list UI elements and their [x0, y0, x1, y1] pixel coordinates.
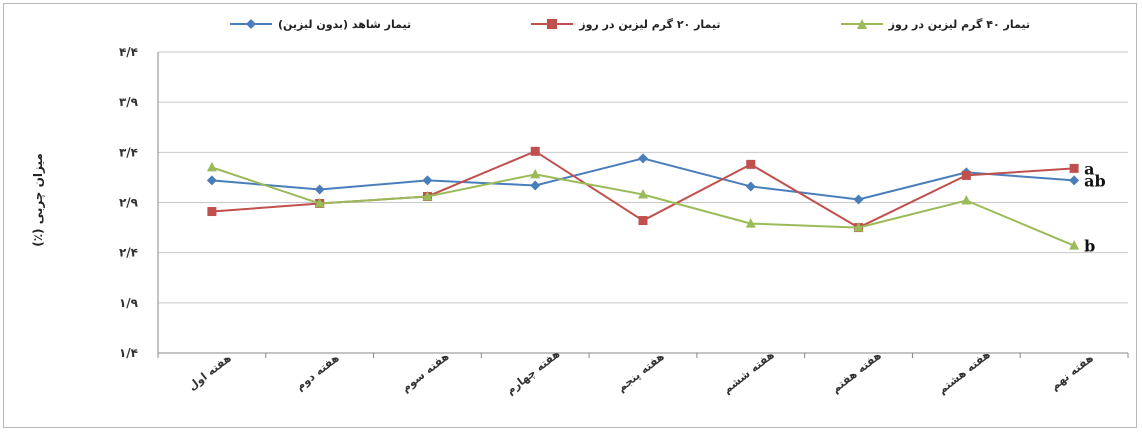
legend-marker-diamond — [230, 19, 272, 29]
legend-marker-triangle — [840, 19, 883, 29]
data-point-diamond — [530, 180, 541, 191]
x-tick-label: هفته دوم — [293, 351, 341, 393]
data-point-diamond — [1069, 175, 1080, 186]
x-tick-label: هفته ششم — [721, 348, 777, 396]
data-point-diamond — [638, 153, 648, 164]
data-point-square — [207, 207, 217, 217]
y-tick-label: ۳/۹ — [119, 95, 139, 109]
data-point-diamond — [745, 181, 756, 192]
legend-marker-square — [531, 19, 574, 29]
significance-label: b — [1084, 237, 1095, 256]
y-tick-label: ۱/۴ — [119, 346, 138, 360]
data-point-diamond — [853, 194, 864, 205]
legend-item-40g: تیمار ۴۰ گرم لیزین در روز — [840, 17, 1030, 31]
x-tick-label: هفته هشتم — [936, 348, 993, 397]
data-point-triangle — [638, 188, 648, 199]
chart-frame — [3, 3, 1137, 428]
x-tick-label: هفته نهم — [1048, 352, 1096, 393]
legend-label-40g: تیمار ۴۰ گرم لیزین در روز — [888, 17, 1030, 31]
legend-item-control: تیمار شاهد (بدون لیزین) — [230, 18, 411, 31]
y-tick-label: ۳/۴ — [119, 145, 138, 159]
data-point-triangle — [961, 194, 972, 205]
data-point-diamond — [314, 184, 325, 195]
data-point-diamond — [206, 175, 217, 186]
data-point-triangle — [530, 168, 541, 179]
x-tick-label: هفته هفتم — [829, 349, 884, 396]
data-point-triangle — [853, 222, 864, 232]
y-tick-label: ۲/۹ — [119, 196, 139, 210]
significance-label: ab — [1084, 171, 1106, 190]
legend-label-20g: تیمار ۲۰ گرم لیزین در روز — [579, 17, 721, 31]
x-tick-label: هفته سوم — [399, 350, 451, 395]
x-tick-label: هفته چهارم — [504, 347, 563, 397]
significance-label: a — [1084, 159, 1094, 178]
chart-legend: تیمار شاهد (بدون لیزین) تیمار ۲۰ گرم لیز… — [230, 10, 1030, 38]
data-point-square — [1069, 163, 1079, 173]
data-point-square — [961, 170, 971, 180]
x-tick-label: هفته پنجم — [615, 350, 667, 395]
data-point-square — [638, 216, 648, 226]
data-point-triangle — [314, 198, 325, 208]
y-tick-label: ۴/۴ — [119, 45, 138, 59]
data-point-square — [746, 159, 756, 169]
legend-label-control: تیمار شاهد (بدون لیزین) — [278, 17, 412, 31]
data-point-triangle — [1069, 240, 1080, 250]
data-point-triangle — [206, 161, 217, 172]
y-tick-label: ۱/۹ — [119, 296, 139, 310]
data-point-triangle — [422, 190, 433, 201]
data-point-triangle — [745, 218, 756, 228]
data-point-square — [530, 146, 540, 156]
y-tick-label: ۲/۴ — [119, 246, 138, 260]
series-line — [211, 166, 1075, 247]
x-tick-label: هفته اول — [186, 352, 234, 393]
data-point-diamond — [422, 175, 433, 186]
legend-item-20g: تیمار ۲۰ گرم لیزین در روز — [531, 17, 721, 31]
